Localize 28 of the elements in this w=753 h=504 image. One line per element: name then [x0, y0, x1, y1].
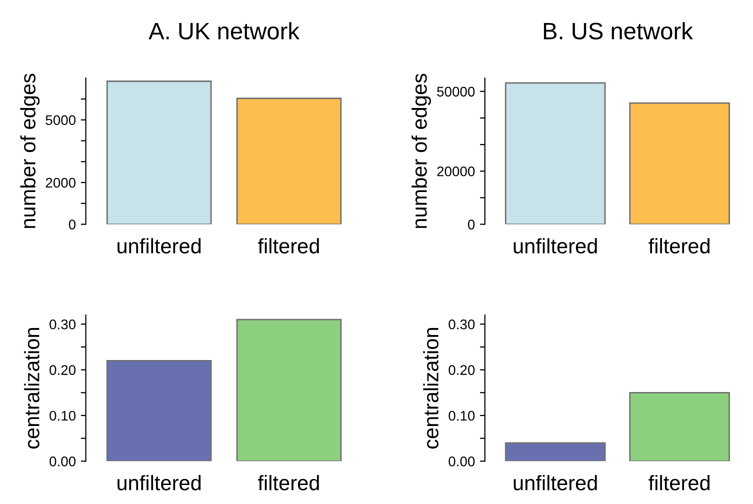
chart-title: B. US network	[544, 22, 693, 40]
y-tick-label: 0.10	[50, 410, 76, 421]
y-tick-label: 0.00	[448, 456, 475, 466]
y-tick-label: 50000	[437, 86, 475, 97]
y-tick-label: 2000	[46, 178, 76, 188]
y-tick-label: 20000	[437, 166, 475, 176]
y-axis-title: number of edges	[20, 74, 40, 228]
y-axis-title: centralization	[24, 328, 40, 449]
y-tick-label: 5000	[46, 115, 76, 126]
y-tick-label: 0.30	[448, 319, 475, 330]
chart-title: A. UK network	[148, 22, 300, 40]
y-tick-label: 0	[468, 220, 475, 230]
y-tick-label: 0.20	[50, 365, 76, 375]
y-tick-label: 0.10	[448, 410, 475, 421]
y-axis-title: number of edges	[412, 74, 431, 228]
y-tick-label: 0	[68, 220, 76, 230]
x-tick-label: filtered	[258, 238, 319, 254]
x-tick-label: unfiltered	[118, 475, 201, 490]
y-tick-label: 0.00	[50, 456, 76, 466]
x-tick-label: filtered	[648, 475, 710, 490]
x-tick-label: unfiltered	[514, 475, 597, 490]
x-tick-label: unfiltered	[118, 238, 201, 254]
x-tick-label: filtered	[258, 475, 319, 490]
x-tick-label: unfiltered	[514, 238, 597, 254]
y-tick-label: 0.30	[50, 319, 76, 330]
y-axis-title: centralization	[423, 328, 438, 449]
y-tick-label: 0.20	[448, 365, 475, 375]
x-tick-label: filtered	[648, 238, 710, 254]
